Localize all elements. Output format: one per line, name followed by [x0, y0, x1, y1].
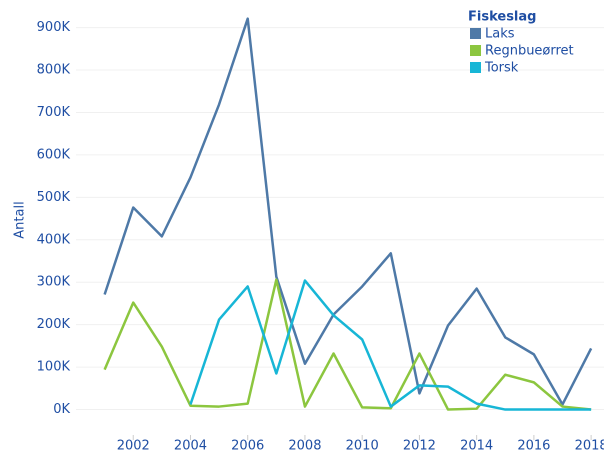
y-tick-label: 800K — [37, 63, 71, 78]
x-tick-label: 2002 — [117, 439, 150, 453]
series-line — [103, 17, 593, 406]
y-tick-label: 200K — [37, 317, 71, 332]
legend-swatch — [470, 62, 481, 73]
y-tick-label: 100K — [37, 360, 71, 375]
y-tick-label: 300K — [37, 275, 71, 290]
y-tick-label: 900K — [37, 20, 71, 35]
y-tick-label: 600K — [37, 147, 71, 162]
legend-swatch — [470, 45, 481, 56]
x-tick-label: 2006 — [231, 439, 264, 453]
y-tick-label: 0K — [53, 402, 70, 417]
y-tick-label: 500K — [37, 190, 71, 205]
series-line — [103, 278, 592, 411]
y-tick-label: 400K — [37, 232, 71, 247]
x-tick-label: 2014 — [460, 439, 493, 453]
x-tick-label: 2004 — [174, 439, 207, 453]
legend-label: Laks — [485, 27, 515, 42]
y-axis-label: Antall — [13, 201, 28, 238]
legend-label: Regnbueørret — [485, 44, 574, 59]
y-tick-label: 700K — [37, 105, 71, 120]
x-tick-label: 2012 — [403, 439, 436, 453]
legend-title: Fiskeslag — [468, 10, 536, 25]
x-tick-label: 2018 — [575, 439, 604, 453]
legend-label: Torsk — [484, 61, 519, 76]
x-tick-label: 2010 — [346, 439, 379, 453]
x-tick-label: 2016 — [517, 439, 550, 453]
series-line — [189, 279, 592, 411]
x-tick-label: 2008 — [288, 439, 321, 453]
legend-swatch — [470, 28, 481, 39]
